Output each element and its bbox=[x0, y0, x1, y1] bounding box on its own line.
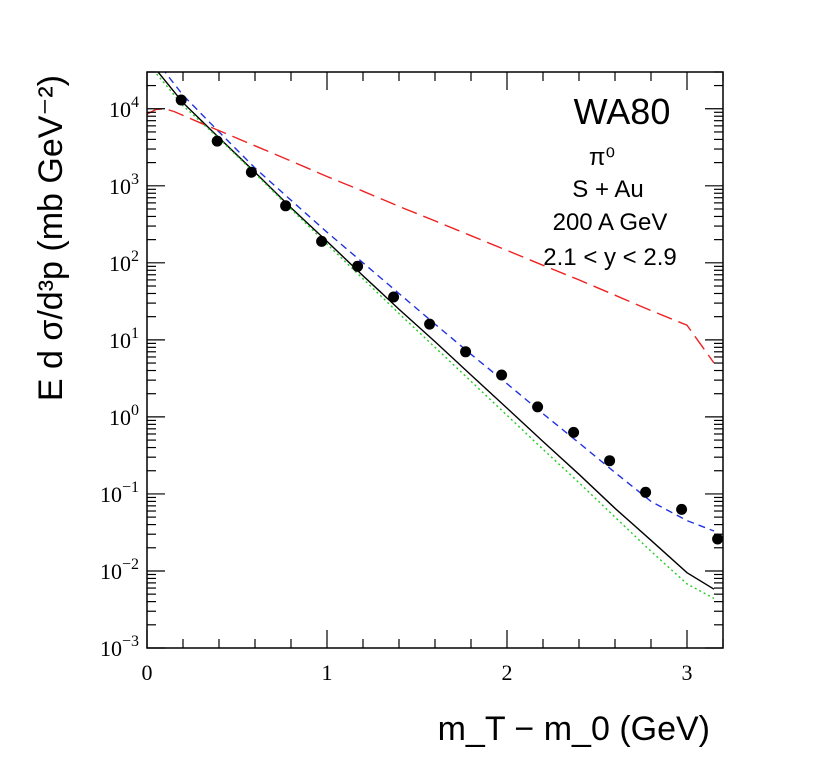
curve-solid bbox=[157, 72, 715, 590]
data-point bbox=[352, 260, 364, 272]
y-tick-label: 10−3 bbox=[100, 633, 139, 661]
x-tick-label: 1 bbox=[322, 660, 333, 685]
data-point bbox=[316, 235, 328, 247]
x-tick-label: 2 bbox=[502, 660, 513, 685]
data-points bbox=[175, 94, 723, 545]
curve-long-dashed bbox=[147, 108, 715, 364]
y-tick-label: 100 bbox=[109, 402, 139, 430]
axis-ticks bbox=[146, 71, 724, 649]
data-point bbox=[568, 426, 580, 438]
y-axis-title: E d σ/d³p (mb GeV⁻²) bbox=[32, 75, 70, 401]
data-point bbox=[712, 533, 723, 545]
tick-labels: 0 1 2 3 10−3 10−2 10−1 100 101 102 103 104 bbox=[100, 94, 693, 685]
data-point bbox=[424, 318, 436, 330]
x-tick-label: 0 bbox=[142, 660, 153, 685]
x-tick-label: 3 bbox=[682, 660, 693, 685]
data-point bbox=[211, 135, 223, 147]
data-point bbox=[496, 369, 508, 381]
data-point bbox=[460, 346, 472, 358]
data-point bbox=[640, 486, 652, 498]
curve-dotted bbox=[154, 72, 715, 600]
y-tick-label: 102 bbox=[109, 248, 139, 276]
chart-title: WA80 bbox=[574, 91, 671, 132]
data-point bbox=[676, 503, 688, 515]
y-tick-label: 103 bbox=[109, 171, 139, 199]
data-point bbox=[245, 166, 257, 178]
annotation-particle: π⁰ bbox=[589, 144, 615, 171]
data-point bbox=[388, 291, 400, 303]
y-tick-label: 10−2 bbox=[100, 556, 139, 584]
data-point bbox=[280, 200, 292, 212]
plot-frame bbox=[146, 71, 724, 649]
annotation-rapidity: 2.1 < y < 2.9 bbox=[543, 244, 676, 271]
annotation-energy: 200 A GeV bbox=[553, 209, 668, 236]
data-point bbox=[175, 94, 187, 106]
data-point bbox=[532, 401, 544, 413]
x-axis-title: m_T − m_0 (GeV) bbox=[438, 710, 710, 748]
data-point bbox=[604, 455, 616, 467]
y-tick-label: 101 bbox=[109, 325, 139, 353]
annotation-system: S + Au bbox=[572, 176, 643, 203]
y-tick-label: 104 bbox=[109, 94, 139, 122]
y-tick-label: 10−1 bbox=[100, 479, 139, 507]
